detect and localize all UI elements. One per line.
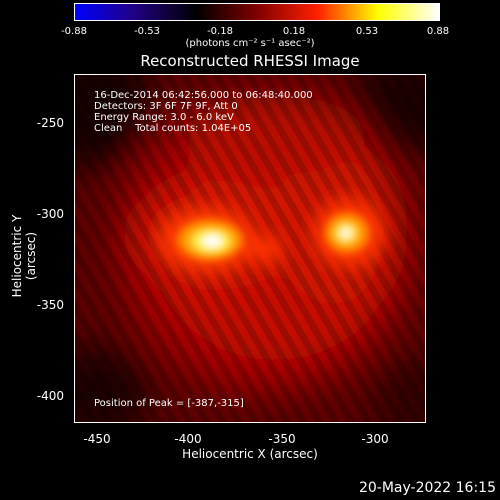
image-title: Reconstructed RHESSI Image	[140, 52, 360, 70]
y-tick-label: -300	[36, 207, 64, 221]
x-axis-label: Heliocentric X (arcsec)	[182, 447, 318, 461]
y-tick-label: -350	[36, 298, 64, 312]
x-tick-label: -300	[361, 432, 389, 446]
colorbar-tick: 0.53	[355, 26, 379, 37]
x-tick-label: -450	[83, 432, 111, 446]
y-axis-label: Heliocentric Y (arcsec)	[10, 214, 38, 298]
colorbar-tick: 0.18	[282, 26, 306, 37]
colorbar-tick: -0.53	[134, 26, 160, 37]
rhessi-image: 16-Dec-2014 06:42:56.000 to 06:48:40.000…	[74, 74, 426, 423]
info-detectors: Detectors: 3F 6F 7F 9F, Att 0	[94, 101, 238, 112]
y-tick-label: -250	[36, 116, 64, 130]
x-tick-label: -350	[268, 432, 296, 446]
info-total-counts: Clean Total counts: 1.04E+05	[94, 123, 252, 134]
colorbar-label: (photons cm⁻² s⁻¹ asec⁻²)	[185, 38, 315, 49]
colorbar-tick: -0.18	[207, 26, 233, 37]
x-tick-label: -400	[174, 432, 202, 446]
date-stamp: 20-May-2022 16:15	[358, 480, 496, 496]
colorbar	[74, 3, 440, 21]
info-time-range: 16-Dec-2014 06:42:56.000 to 06:48:40.000	[94, 90, 313, 101]
info-energy-range: Energy Range: 3.0 - 6.0 keV	[94, 112, 234, 123]
colorbar-tick: 0.88	[426, 26, 450, 37]
rhessi-image-canvas	[75, 75, 425, 422]
info-peak-position: Position of Peak = [-387,-315]	[94, 398, 244, 409]
y-tick-label: -400	[36, 389, 64, 403]
colorbar-tick: -0.88	[61, 26, 87, 37]
